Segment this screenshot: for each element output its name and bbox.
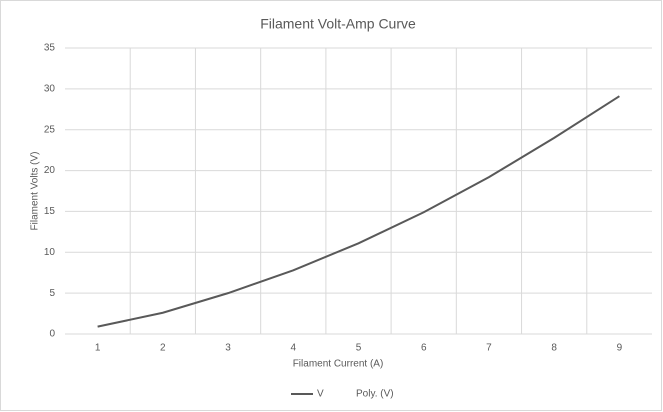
y-tick-label: 15 [44,206,56,217]
chart-title: Filament Volt-Amp Curve [260,16,416,32]
y-tick-label: 0 [49,329,55,340]
y-tick-label: 25 [44,124,56,135]
y-tick-label: 10 [44,247,56,258]
x-tick-label: 9 [617,343,623,354]
x-tick-label: 7 [486,343,492,354]
x-tick-label: 1 [95,343,101,354]
y-tick-label: 20 [44,165,56,176]
x-tick-label: 2 [160,343,166,354]
x-tick-label: 6 [421,343,427,354]
y-tick-label: 30 [44,83,56,94]
x-tick-label: 5 [356,343,362,354]
legend-label: V [317,389,324,400]
legend-label: Poly. (V) [356,389,394,400]
data-line [97,95,620,328]
x-tick-label: 3 [225,343,231,354]
y-tick-label: 5 [49,288,55,299]
x-axis-label: Filament Current (A) [293,359,384,370]
y-tick-label: 35 [44,43,56,54]
x-tick-label: 8 [551,343,557,354]
x-tick-label: 4 [290,343,296,354]
y-axis-label: Filament Volts (V) [30,152,41,231]
